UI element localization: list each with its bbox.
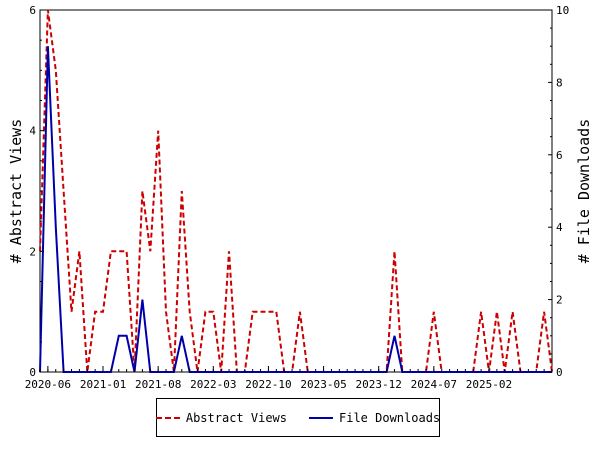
- x-tick-label: 2022-03: [190, 378, 236, 391]
- data-point-abstract-views: [394, 251, 396, 253]
- legend-label-abstract-views: Abstract Views: [185, 410, 287, 425]
- y-tick-label-left: 6: [29, 4, 36, 17]
- y-tick-label-right: 0: [556, 366, 563, 379]
- y-tick-label-left: 2: [29, 245, 36, 258]
- legend-entry-file-downloads: File Downloads: [309, 411, 440, 425]
- data-point-abstract-views: [181, 190, 183, 192]
- x-tick-label: 2022-10: [245, 378, 291, 391]
- data-point-abstract-views: [299, 311, 301, 313]
- y-tick-label-left: 4: [29, 125, 36, 138]
- legend-label-file-downloads: File Downloads: [339, 410, 441, 425]
- data-point-file-downloads: [118, 335, 120, 337]
- data-point-abstract-views: [189, 311, 191, 313]
- chart-axes: 0 2 4 6 0 2 4 6 8 10 2020-06 2021-01 2021-08 2022-03 2…: [25, 4, 570, 391]
- data-point-abstract-views: [63, 190, 65, 192]
- x-tick-label: 2025-02: [466, 378, 512, 391]
- data-point-abstract-views: [213, 311, 215, 313]
- data-point-abstract-views: [118, 251, 120, 253]
- y-tick-label-right: 6: [556, 149, 563, 162]
- legend-swatch-abstract-views: [155, 416, 180, 419]
- data-point-abstract-views: [94, 311, 96, 313]
- plot-area-frame: [39, 9, 553, 373]
- series-line-file-downloads: [39, 46, 552, 373]
- data-point-abstract-views: [150, 251, 152, 253]
- data-point-abstract-views: [71, 311, 73, 313]
- y-tick-label-right: 2: [556, 294, 563, 307]
- legend: Abstract Views File Downloads: [155, 398, 440, 437]
- data-point-abstract-views: [543, 311, 545, 313]
- data-point-abstract-views: [126, 251, 128, 253]
- data-point-abstract-views: [276, 311, 278, 313]
- data-point-abstract-views: [55, 70, 57, 72]
- x-tick-label: 2021-01: [80, 378, 126, 391]
- y-tick-label-right: 4: [556, 221, 563, 234]
- data-point-abstract-views: [142, 190, 144, 192]
- data-point-abstract-views: [47, 9, 49, 11]
- y-tick-label-left: 0: [29, 366, 36, 379]
- data-point-abstract-views: [110, 251, 112, 253]
- x-tick-label: 2023-12: [356, 378, 402, 391]
- data-point-abstract-views: [252, 311, 254, 313]
- data-point-abstract-views: [433, 311, 435, 313]
- data-point-abstract-views: [102, 311, 104, 313]
- y-tick-label-right: 10: [556, 4, 569, 17]
- data-point-file-downloads: [181, 335, 183, 337]
- data-point-abstract-views: [79, 251, 81, 253]
- y-tick-label-right: 8: [556, 76, 563, 89]
- x-tick-label: 2021-08: [135, 378, 181, 391]
- data-point-file-downloads: [55, 226, 57, 228]
- data-point-abstract-views: [205, 311, 207, 313]
- legend-swatch-file-downloads: [309, 416, 333, 419]
- x-tick-label: 2023-05: [300, 378, 346, 391]
- data-point-abstract-views: [512, 311, 514, 313]
- chart-marks: [39, 9, 553, 373]
- legend-entry-abstract-views: Abstract Views: [155, 410, 287, 425]
- data-point-abstract-views: [480, 311, 482, 313]
- data-point-file-downloads: [126, 335, 128, 337]
- x-tick-label: 2024-07: [411, 378, 457, 391]
- data-point-abstract-views: [228, 251, 230, 253]
- data-point-abstract-views: [268, 311, 270, 313]
- y-axis-label-right: # File Downloads: [575, 119, 593, 264]
- data-point-abstract-views: [165, 311, 167, 313]
- x-tick-label: 2020-06: [25, 378, 71, 391]
- data-point-file-downloads: [142, 299, 144, 301]
- data-point-file-downloads: [47, 45, 49, 47]
- data-point-abstract-views: [496, 311, 498, 313]
- y-axis-label-left: # Abstract Views: [7, 119, 25, 264]
- series-line-abstract-views: [39, 9, 553, 373]
- data-point-abstract-views: [260, 311, 262, 313]
- data-point-file-downloads: [394, 335, 396, 337]
- data-point-abstract-views: [157, 130, 159, 132]
